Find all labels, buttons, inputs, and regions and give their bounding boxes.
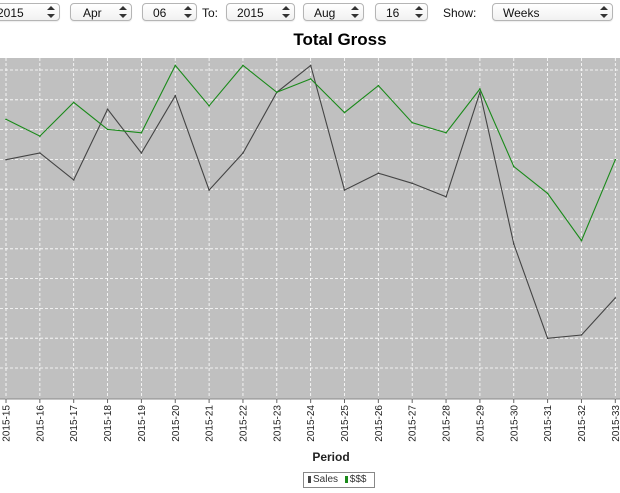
money-line-point [445, 131, 447, 134]
select-arrows-icon [415, 6, 423, 18]
x-tick-label: 2015-17 [69, 405, 80, 442]
series-lines [5, 64, 617, 340]
select-arrows-icon [119, 6, 127, 18]
sales-line-point [479, 91, 481, 94]
legend-item-money: $$$ [344, 474, 367, 485]
date-range-toolbar: 2015 Apr 06 To: 2015 Aug 16 Show: Weeks [0, 0, 620, 28]
from-day-select[interactable]: 06 [142, 3, 197, 21]
money-line-point [5, 118, 7, 121]
to-day-select[interactable]: 16 [375, 3, 428, 21]
sales-line-point [174, 94, 177, 97]
select-arrows-icon [47, 6, 55, 18]
money-line-point [546, 192, 549, 195]
money-line-point [512, 165, 515, 168]
to-month-select[interactable]: Aug [303, 3, 364, 21]
x-tick-label: 2015-32 [577, 405, 588, 442]
x-tick-label: 2015-31 [543, 405, 554, 442]
to-label: To: [202, 6, 219, 20]
sales-line-point [140, 152, 143, 154]
legend-swatch-money [344, 475, 348, 483]
money-line-point [39, 135, 41, 137]
sales-line-point [39, 152, 41, 154]
x-tick-label: 2015-26 [374, 405, 385, 442]
money-line-point [72, 101, 75, 104]
money-line-point [208, 105, 210, 107]
sales-line-point [546, 337, 549, 340]
select-arrows-icon [184, 6, 192, 18]
chart-legend: Sales $$$ [303, 472, 376, 488]
money-line-point [614, 158, 617, 161]
sales-line-point [512, 243, 515, 245]
x-tick-label: 2015-27 [408, 405, 419, 442]
grid-lines [0, 58, 620, 400]
money-line-point [174, 64, 177, 67]
select-arrows-icon [282, 6, 290, 18]
from-month-value: Apr [83, 6, 102, 20]
select-arrows-icon [600, 6, 608, 18]
from-year-select[interactable]: 2015 [0, 3, 60, 21]
x-tick-label: 2015-22 [238, 405, 249, 442]
money-line-point [411, 121, 414, 124]
plot-area [0, 58, 620, 399]
x-tick-label: 2015-33 [611, 405, 620, 442]
show-label: Show: [443, 6, 477, 20]
money-line-point [140, 131, 143, 134]
from-year-value: 2015 [0, 6, 24, 20]
money-line-point [479, 88, 481, 90]
x-tick-label: 2015-28 [442, 405, 453, 442]
from-month-select[interactable]: Apr [70, 3, 132, 21]
to-year-select[interactable]: 2015 [226, 3, 295, 21]
sales-line-point [411, 182, 414, 185]
x-tick-label: 2015-29 [475, 405, 486, 442]
x-tick-label: 2015-20 [171, 405, 182, 442]
sales-line-point [614, 297, 617, 299]
sales-line-point [72, 179, 75, 181]
x-tick-label: 2015-23 [272, 405, 283, 442]
money-line-point [377, 84, 380, 87]
to-month-value: Aug [314, 6, 336, 20]
to-day-value: 16 [386, 6, 400, 20]
legend-label-sales: Sales [313, 474, 339, 485]
x-ticks: 2015-15 2015-16 2015-17 2015-18 2015-19 2015-… [2, 399, 620, 442]
show-period-value: Weeks [503, 6, 540, 20]
x-tick-label: 2015-16 [35, 405, 46, 442]
money-line-point [106, 128, 109, 131]
legend-swatch-sales [308, 475, 311, 483]
money-line-point [343, 111, 346, 114]
chart-title: Total Gross [293, 30, 387, 49]
x-tick-label: 2015-24 [306, 405, 317, 442]
x-tick-label: 2015-21 [205, 405, 216, 442]
select-arrows-icon [351, 6, 359, 18]
sales-line-point [377, 172, 380, 175]
sales-line-point [5, 158, 7, 161]
to-year-value: 2015 [237, 6, 264, 20]
legend-item-sales: Sales [308, 474, 338, 485]
money-line-point [580, 239, 583, 242]
x-tick-label: 2015-30 [509, 405, 520, 442]
legend-label-money: $$$ [349, 474, 367, 485]
x-tick-label: 2015-19 [137, 405, 148, 442]
sales-line-point [242, 152, 244, 154]
sales-line-point [309, 64, 312, 67]
money-line-point [276, 91, 278, 94]
x-tick-label: 2015-25 [340, 405, 351, 442]
sales-line-point [580, 334, 583, 336]
show-period-select[interactable]: Weeks [492, 3, 613, 21]
money-line-point [242, 64, 244, 67]
sales-line-point [343, 189, 346, 191]
x-tick-label: 2015-15 [2, 405, 13, 442]
x-axis-label: Period [312, 450, 349, 464]
from-day-value: 06 [153, 6, 167, 20]
sales-line-point [208, 189, 210, 191]
sales-line-point [106, 108, 109, 110]
x-tick-label: 2015-18 [103, 405, 114, 442]
sales-line-point [445, 196, 447, 198]
money-line-point [309, 78, 312, 80]
